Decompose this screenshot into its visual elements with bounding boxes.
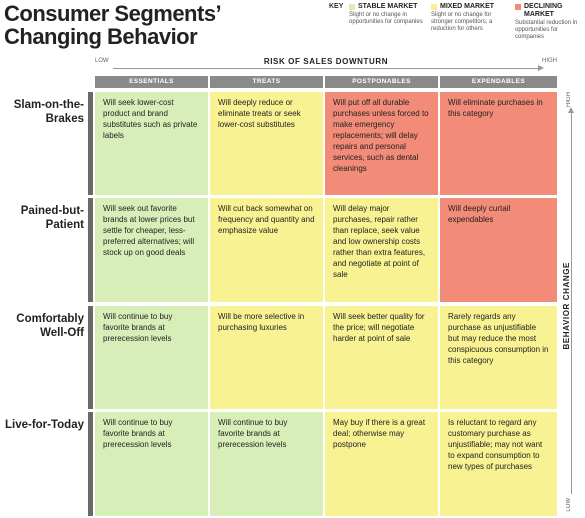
row-bar	[88, 412, 93, 516]
cell-pained-treats: Will cut back somewhat on frequency and …	[210, 198, 323, 302]
cell-comfortably-essentials: Will continue to buy favorite brands at …	[95, 306, 208, 409]
row-label-pained-but-patient: Pained-but-Patient	[20, 205, 84, 231]
behavior-axis-title: BEHAVIOR CHANGE	[562, 262, 571, 350]
page-title: Consumer Segments’ Changing Behavior	[4, 2, 304, 48]
risk-axis: LOW RISK OF SALES DOWNTURN HIGH	[95, 56, 557, 71]
key-stable-name: STABLE MARKET	[358, 3, 418, 10]
row-bar	[88, 306, 93, 409]
column-header-expendables: EXPENDABLES	[440, 76, 557, 88]
cell-slam-essentials: Will seek lower-cost product and brand s…	[95, 92, 208, 195]
risk-axis-title: RISK OF SALES DOWNTURN	[263, 57, 389, 66]
behavior-high-label: HIGH	[566, 92, 572, 107]
cell-slam-expendables: Will eliminate purchases in this categor…	[440, 92, 557, 195]
behavior-arrow	[568, 107, 574, 494]
row-bar	[88, 92, 93, 195]
key-stable-market: STABLE MARKET Slight or no change in opp…	[349, 3, 431, 26]
cell-live-postponables: May buy if there is a great deal; otherw…	[325, 412, 438, 516]
mixed-swatch	[431, 4, 437, 10]
key-mixed-name: MIXED MARKET	[440, 3, 495, 10]
behavior-low-label: LOW	[566, 498, 572, 512]
cell-live-expendables: Is reluctant to regard any customary pur…	[440, 412, 557, 516]
cell-slam-treats: Will deeply reduce or eliminate treats o…	[210, 92, 323, 195]
cell-comfortably-expendables: Rarely regards any purchase as unjustifi…	[440, 306, 557, 409]
row-label-comfortably-well-off: Comfortably Well-Off	[16, 313, 84, 339]
cell-pained-expendables: Will deeply curtail expendables	[440, 198, 557, 302]
title-line-1: Consumer Segments’	[4, 1, 222, 26]
cell-pained-postponables: Will delay major purchases, repair rathe…	[325, 198, 438, 302]
key-declining-market: DECLINING MARKET Substantial reduction i…	[515, 3, 585, 41]
declining-swatch	[515, 4, 521, 10]
cell-comfortably-treats: Will be more selective in purchasing lux…	[210, 306, 323, 409]
cell-live-treats: Will continue to buy favorite brands at …	[210, 412, 323, 516]
column-header-treats: TREATS	[210, 76, 323, 88]
cell-slam-postponables: Will put off all durable purchases unles…	[325, 92, 438, 195]
key-label: KEY	[329, 3, 344, 10]
stable-swatch	[349, 4, 355, 10]
cell-live-essentials: Will continue to buy favorite brands at …	[95, 412, 208, 516]
key-mixed-market: MIXED MARKET Slight or no change for str…	[431, 3, 515, 33]
risk-arrow	[113, 65, 544, 71]
key-declining-name: DECLINING MARKET	[524, 3, 563, 18]
title-line-2: Changing Behavior	[4, 24, 198, 49]
row-label-live-for-today: Live-for-Today	[4, 419, 84, 431]
key-declining-desc: Substantial reduction in opportunities f…	[515, 20, 578, 40]
column-header-postponables: POSTPONABLES	[325, 76, 438, 88]
column-header-essentials: ESSENTIALS	[95, 76, 208, 88]
risk-low-label: LOW	[95, 58, 109, 64]
key-mixed-desc: Slight or no change for stronger competi…	[431, 12, 493, 32]
cell-comfortably-postponables: Will seek better quality for the price; …	[325, 306, 438, 409]
row-bar	[88, 198, 93, 302]
row-label-slam-on-the-brakes: Slam-on-the-Brakes	[13, 99, 84, 125]
key-stable-desc: Slight or no change in opportunities for…	[349, 12, 423, 25]
cell-pained-essentials: Will seek out favorite brands at lower p…	[95, 198, 208, 302]
risk-high-label: HIGH	[542, 58, 557, 64]
